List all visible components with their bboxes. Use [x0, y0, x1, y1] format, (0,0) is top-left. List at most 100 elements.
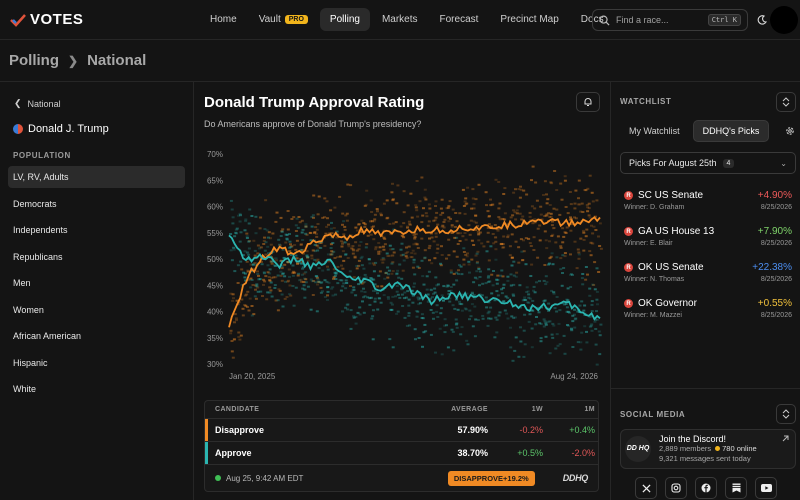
race-item[interactable]: R GA US House 13 +7.90% Winner: E. Blair 8/… [624, 226, 792, 256]
poll-dot [263, 236, 266, 239]
poll-dot [539, 337, 543, 340]
poll-dot [428, 237, 431, 240]
poll-dot [561, 254, 565, 257]
population-item[interactable]: White [13, 384, 37, 394]
social-expand-button[interactable] [776, 404, 796, 424]
poll-dot [239, 231, 243, 234]
poll-dot [542, 300, 546, 303]
race-item[interactable]: R SC US Senate +4.90% Winner: D. Graham 8/2… [624, 190, 792, 220]
poll-dot [291, 270, 295, 273]
poll-dot [586, 273, 589, 276]
facebook-link[interactable] [695, 477, 717, 499]
poll-dot [271, 232, 275, 235]
youtube-icon [760, 484, 772, 492]
population-item[interactable]: Hispanic [13, 357, 48, 368]
picks-date-select[interactable]: Picks For August 25th 4 ⌄ [620, 152, 796, 174]
search-input[interactable]: Find a race... Ctrl K [592, 9, 748, 31]
poll-dot [245, 260, 249, 263]
population-item[interactable]: LV, RV, Adults [8, 166, 185, 188]
poll-dot [476, 225, 480, 227]
poll-dot [468, 309, 472, 312]
poll-dot [448, 300, 452, 303]
nav-precinct-map[interactable]: Precinct Map [490, 8, 568, 31]
breadcrumb-polling[interactable]: Polling [9, 52, 59, 69]
poll-dot [494, 316, 498, 319]
race-title: SC US Senate [638, 190, 704, 201]
poll-dot [348, 270, 352, 273]
population-item[interactable]: Republicans [13, 251, 63, 262]
poll-dot [315, 260, 319, 263]
theme-toggle-button[interactable] [754, 12, 770, 28]
nav-polling[interactable]: Polling [319, 8, 370, 31]
poll-dot [485, 306, 489, 309]
poll-dot [430, 262, 434, 265]
poll-dot [555, 256, 559, 259]
poll-dot [545, 213, 549, 216]
poll-dot [344, 253, 348, 256]
poll-dot [462, 251, 466, 253]
checkmark-logo-icon [10, 13, 26, 27]
poll-dot [365, 189, 369, 192]
poll-dot [579, 210, 583, 213]
nav-vault[interactable]: Vault PRO [249, 8, 318, 31]
poll-dot [250, 215, 254, 217]
poll-dot [365, 243, 369, 246]
tab-my-watchlist[interactable]: My Watchlist [629, 125, 680, 136]
poll-dot [396, 184, 400, 187]
poll-dot [268, 272, 272, 275]
gear-icon[interactable] [785, 126, 795, 136]
nav-markets[interactable]: Markets [372, 8, 428, 31]
poll-dot [569, 273, 573, 276]
substack-link[interactable] [725, 477, 747, 499]
nav-home[interactable]: Home [200, 8, 247, 31]
poll-dot [487, 223, 491, 226]
poll-dot [321, 290, 324, 293]
poll-dot [286, 228, 290, 231]
population-item[interactable]: African American [13, 331, 82, 341]
poll-dot [246, 269, 250, 272]
poll-dot [488, 280, 492, 283]
app-logo[interactable]: VOTES [0, 11, 200, 28]
discord-card[interactable]: DD HQ Join the Discord! 2,889 members 780… [620, 429, 796, 469]
population-item[interactable]: Independents [13, 225, 68, 235]
poll-dot [548, 257, 552, 260]
poll-dot [519, 185, 522, 188]
watchlist-expand-button[interactable] [776, 92, 796, 112]
user-avatar[interactable] [770, 6, 798, 34]
poll-dot [426, 293, 430, 296]
y-tick-label: 65% [207, 176, 223, 185]
x-link[interactable] [635, 477, 657, 499]
instagram-link[interactable] [665, 477, 687, 499]
poll-dot [270, 262, 274, 265]
poll-dot [248, 297, 252, 300]
candidate-selector[interactable]: Donald J. Trump [8, 117, 185, 141]
table-row-disapprove[interactable]: Disapprove 57.90% -0.2% +0.4% [205, 419, 598, 442]
population-item[interactable]: Women [13, 304, 44, 315]
poll-dot [500, 288, 504, 291]
poll-dot [407, 298, 411, 301]
tab-ddhq-picks[interactable]: DDHQ's Picks [692, 119, 770, 142]
back-link[interactable]: ❮ National [8, 90, 185, 117]
population-item[interactable]: Democrats [13, 198, 57, 209]
poll-dot [381, 257, 385, 259]
race-item[interactable]: R OK Governor +0.55% Winner: M. Mazzei 8/25… [624, 298, 792, 328]
youtube-link[interactable] [755, 477, 777, 499]
population-item[interactable]: Men [13, 278, 31, 288]
race-item[interactable]: R OK US Senate +22.38% Winner: N. Thomas 8/… [624, 262, 792, 292]
poll-dot [401, 234, 405, 237]
poll-dot [340, 245, 344, 248]
approval-chart[interactable]: 70% 65% 60% 55% 50% 45% 40% 35% 30% Jan 20, 2025 A… [195, 142, 610, 387]
nav-forecast[interactable]: Forecast [430, 8, 489, 31]
poll-dot [230, 340, 234, 342]
poll-dot [499, 218, 503, 221]
poll-dot [338, 255, 342, 258]
table-row-approve[interactable]: Approve 38.70% +0.5% -2.0% [205, 442, 598, 465]
discord-title: Join the Discord! [659, 434, 727, 444]
poll-dot [351, 252, 355, 255]
poll-dot [568, 219, 572, 222]
poll-dot [474, 254, 478, 257]
poll-dot [351, 248, 355, 251]
notify-button[interactable] [576, 92, 600, 112]
poll-dot [244, 279, 248, 282]
poll-dot [361, 281, 365, 284]
